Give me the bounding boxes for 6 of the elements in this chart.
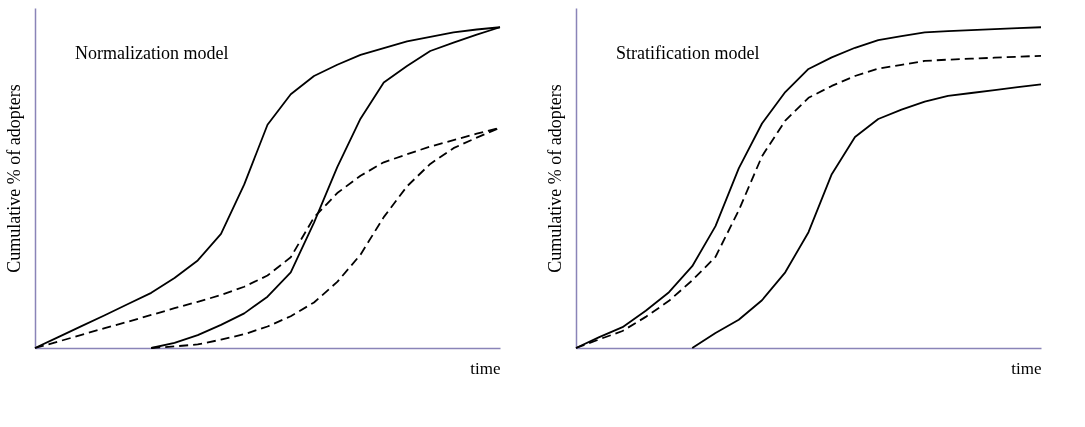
text: Normalization model: [75, 43, 229, 63]
x-axis-title: time: [470, 358, 501, 378]
y-axis-title: Cumulative % of adopters: [3, 84, 24, 273]
x-axis-title: time: [1011, 358, 1042, 378]
y-axis-title: Cumulative % of adopters: [544, 84, 565, 273]
text: Stratification model: [616, 43, 760, 63]
